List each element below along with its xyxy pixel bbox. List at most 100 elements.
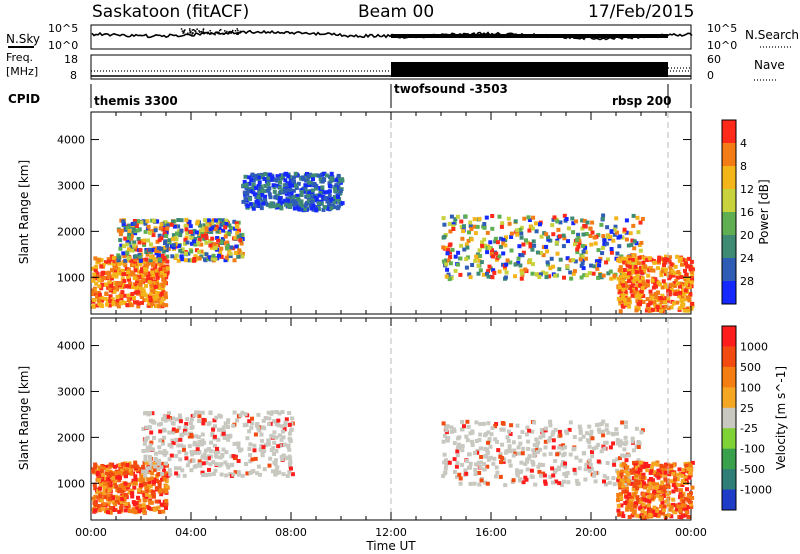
data-cell: [631, 448, 636, 453]
data-cell: [160, 471, 165, 476]
data-cell: [457, 442, 462, 447]
data-cell: [557, 481, 562, 486]
data-cell: [112, 258, 117, 263]
power-x-ticks: [90, 112, 692, 314]
data-cell: [142, 243, 147, 247]
data-cell: [568, 420, 573, 425]
data-cell: [291, 194, 296, 199]
data-cell: [650, 278, 655, 283]
data-cell: [292, 206, 297, 211]
data-cell: [224, 218, 229, 223]
data-cell: [451, 222, 456, 227]
data-cell: [672, 289, 677, 294]
data-cell: [130, 292, 135, 296]
data-cell: [580, 243, 585, 248]
nsky-dot: [228, 32, 231, 34]
data-cell: [135, 279, 140, 284]
data-cell: [619, 254, 624, 259]
data-cell: [107, 473, 112, 478]
data-cell: [199, 249, 204, 254]
data-cell: [198, 441, 203, 446]
data-cell: [673, 485, 678, 490]
data-cell: [648, 301, 653, 306]
data-cell: [544, 232, 549, 237]
data-cell: [193, 451, 198, 455]
nsky-dot: [183, 30, 185, 32]
data-cell: [674, 487, 679, 492]
data-cell: [660, 480, 665, 485]
data-cell: [304, 202, 309, 207]
nsky-dot: [237, 29, 239, 32]
data-cell: [148, 277, 153, 282]
data-cell: [465, 419, 470, 424]
data-cell: [550, 432, 555, 437]
data-cell: [634, 465, 639, 470]
data-cell: [256, 412, 261, 417]
data-cell: [644, 504, 649, 509]
data-cell: [551, 264, 556, 269]
data-cell: [188, 224, 193, 229]
data-cell: [602, 238, 607, 243]
colorbar-tick-label: 25: [740, 402, 754, 415]
data-cell: [96, 258, 101, 263]
data-cell: [270, 175, 275, 180]
data-cell: [624, 420, 629, 425]
data-cell: [240, 254, 245, 259]
data-cell: [499, 427, 504, 432]
data-cell: [652, 505, 657, 510]
data-cell: [130, 270, 135, 275]
data-cell: [178, 419, 183, 424]
colorbar-tick-label: 4: [740, 137, 747, 150]
data-cell: [143, 411, 147, 416]
data-cell: [327, 202, 331, 207]
data-cell: [529, 474, 534, 479]
data-cell: [156, 505, 161, 510]
data-cell: [138, 483, 143, 488]
data-cell: [187, 444, 192, 449]
data-cell: [590, 220, 595, 225]
data-cell: [136, 304, 141, 309]
data-cell: [147, 301, 152, 306]
data-cell: [528, 224, 533, 229]
data-cell: [457, 435, 462, 440]
data-cell: [193, 242, 198, 247]
data-cell: [177, 413, 182, 418]
data-cell: [562, 451, 567, 456]
data-cell: [534, 437, 539, 442]
data-cell: [644, 461, 649, 466]
data-cell: [520, 253, 525, 258]
data-cell: [275, 183, 280, 188]
data-cell: [96, 489, 101, 493]
data-cell: [594, 259, 599, 264]
data-cell: [527, 454, 532, 459]
power-ylabel: Slant Range [km]: [17, 160, 31, 264]
data-cell: [158, 429, 163, 434]
data-cell: [165, 266, 170, 271]
data-cell: [455, 453, 460, 458]
data-cell: [281, 200, 286, 205]
data-cell: [601, 444, 606, 449]
data-cell: [201, 421, 206, 426]
date-title: 17/Feb/2015: [588, 2, 694, 22]
data-cell: [182, 428, 187, 433]
data-cell: [129, 471, 134, 476]
data-cell: [252, 448, 257, 453]
data-cell: [167, 238, 172, 243]
data-cell: [617, 512, 622, 517]
data-cell: [260, 173, 265, 177]
data-cell: [151, 248, 155, 253]
data-cell: [231, 472, 236, 477]
data-cell: [202, 440, 207, 445]
data-cell: [171, 416, 175, 421]
data-cell: [240, 252, 245, 256]
data-cell: [127, 277, 131, 282]
data-cell: [555, 452, 560, 457]
data-cell: [149, 476, 154, 481]
data-cell: [258, 202, 263, 207]
data-cell: [667, 255, 672, 260]
data-cell: [308, 174, 313, 179]
data-cell: [535, 250, 540, 255]
data-cell: [258, 472, 262, 477]
data-cell: [322, 171, 327, 176]
data-cell: [104, 260, 108, 265]
